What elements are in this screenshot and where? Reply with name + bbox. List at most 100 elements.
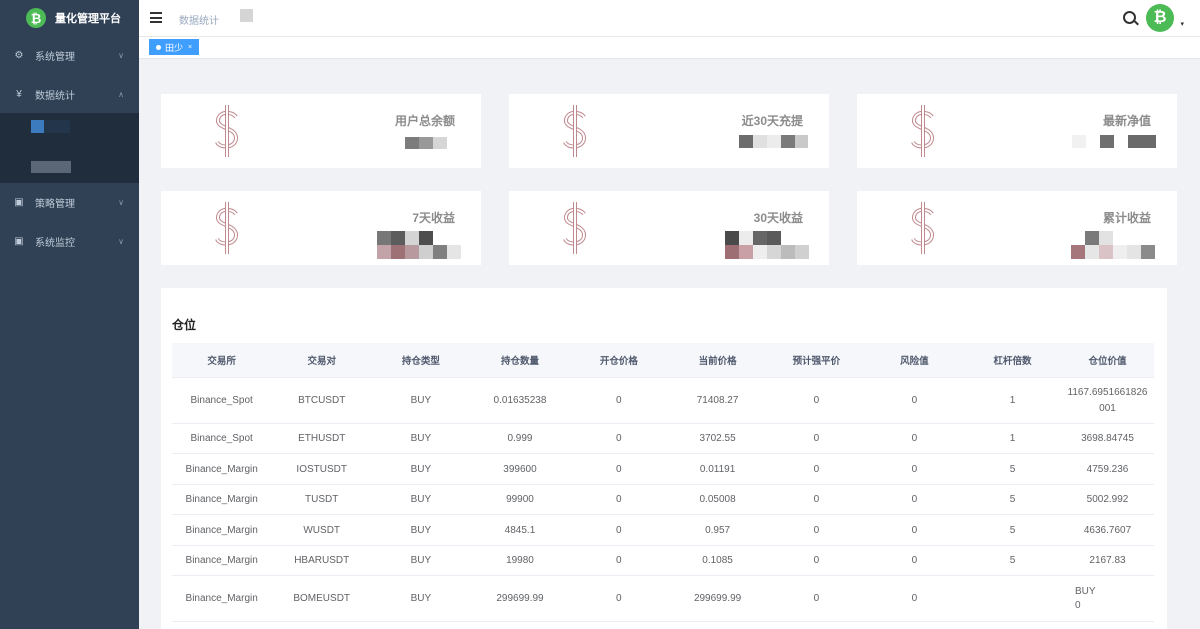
table-row[interactable]: Binance_Spot ETHUSDT BUY 0.999 0 3702.55… [172, 423, 1154, 454]
table-cell: 99900 [469, 484, 571, 515]
redacted-value [1085, 231, 1099, 245]
redacted-value [1141, 245, 1155, 259]
table-cell: IOSTUSDT [271, 453, 373, 485]
positions-panel: 仓位 交易所 交易对 持仓类型 持仓数量 开仓价格 当前价格 预计强平价 风险值… [161, 288, 1167, 629]
sidebar-item-stats[interactable]: ¥ 数据统计 ∧ [0, 75, 139, 113]
table-cell: 0 [570, 575, 668, 622]
column-header[interactable]: 开仓价格 [570, 343, 668, 378]
table-row[interactable]: Binance_Margin HBARUSDT BUY 19980 0 0.10… [172, 545, 1154, 576]
submenu-item-redacted[interactable] [31, 161, 71, 173]
yen-icon: ¥ [16, 88, 22, 100]
stat-card: 累计收益 [857, 191, 1177, 265]
card-label: 用户总余额 [394, 114, 455, 128]
redacted-value [1085, 245, 1099, 259]
table-header-row: 交易所 交易对 持仓类型 持仓数量 开仓价格 当前价格 预计强平价 风险值 杠杆… [172, 343, 1154, 378]
stat-card: 用户总余额 [161, 94, 481, 168]
chevron-up-icon: ∧ [118, 89, 124, 99]
table-cell: 0 [767, 575, 865, 622]
gear-icon: ⚙ [14, 49, 24, 61]
dot-icon [156, 44, 161, 50]
sidebar-item-system[interactable]: ⚙ 系统管理 ∨ [0, 36, 139, 74]
table-cell: 0 [767, 377, 865, 424]
column-header[interactable]: 交易对 [271, 343, 373, 378]
breadcrumb-redacted [240, 9, 253, 22]
table-cell: 0 [864, 453, 964, 485]
sidebar-item-monitor[interactable]: ▣ 系统监控 ∨ [0, 222, 139, 260]
table-cell: 1167.6951661826001 [1061, 377, 1154, 424]
column-header[interactable]: 交易所 [172, 343, 272, 378]
table-row[interactable]: Binance_Margin WUSDT BUY 4845.1 0 0.957 … [172, 514, 1154, 546]
table-cell: BTCUSDT [271, 377, 373, 424]
redacted-value [781, 245, 795, 259]
column-header[interactable]: 风险值 [864, 343, 964, 378]
redacted-value [405, 245, 419, 259]
redacted-value [391, 245, 405, 259]
table-cell: 5002.992 [1061, 484, 1154, 515]
table-cell: 4759.236 [1061, 453, 1154, 485]
search-icon[interactable] [1123, 11, 1136, 24]
table-cell: 0 [570, 484, 668, 515]
table-cell: 3702.55 [667, 423, 768, 454]
redacted-value [419, 245, 433, 259]
table-cell: 0.01635238 [469, 377, 571, 424]
panel-title: 仓位 [172, 318, 197, 332]
column-header[interactable]: 持仓数量 [469, 343, 571, 378]
column-header[interactable]: 当前价格 [667, 343, 768, 378]
table-row[interactable]: Binance_Margin BOMEUSDT BUY 299699.99 0 … [172, 575, 1154, 622]
table-row[interactable]: Binance_Spot BTCUSDT BUY 0.01635238 0 71… [172, 377, 1154, 424]
dollar-icon [563, 202, 587, 254]
column-header[interactable]: 预计强平价 [767, 343, 865, 378]
table-cell: 0.957 [667, 514, 768, 546]
tag-label: 田少 [165, 42, 184, 53]
app-title: 量化管理平台 [55, 13, 121, 25]
table-cell: 5 [963, 545, 1062, 576]
table-cell: 0 [864, 514, 964, 546]
stat-card: 最新净值 [857, 94, 1177, 168]
table-row[interactable]: Binance_Margin IOSTUSDT BUY 399600 0 0.0… [172, 453, 1154, 485]
redacted-value [753, 135, 767, 148]
tag-active[interactable]: 田少 × [149, 39, 200, 55]
table-cell: 71408.27 [667, 377, 768, 424]
table-cell: BUY [372, 484, 470, 515]
stat-card: 近30天充提 [509, 94, 829, 168]
caret-down-icon[interactable]: ▾ [1180, 21, 1184, 28]
table-cell: BUY [372, 514, 470, 546]
table-cell: Binance_Spot [172, 423, 272, 454]
table-cell: 0 [864, 423, 964, 454]
column-header[interactable]: 杠杆倍数 [963, 343, 1062, 378]
close-icon[interactable]: × [188, 43, 193, 51]
table-cell: 0 [570, 377, 668, 424]
table-cell: BUY 0 [1061, 575, 1154, 622]
submenu-item-redacted[interactable] [31, 120, 44, 133]
sidebar-item-label: 数据统计 [35, 90, 75, 102]
hamburger-icon[interactable] [150, 12, 162, 23]
table-cell: ETHUSDT [271, 423, 373, 454]
redacted-value [377, 245, 391, 259]
sidebar-item-label: 系统管理 [35, 51, 75, 63]
table-cell: Binance_Margin [172, 514, 272, 546]
chevron-down-icon: ∨ [118, 197, 124, 207]
avatar[interactable]: ₿ [1146, 4, 1174, 32]
redacted-value [433, 245, 447, 259]
table-cell: 0.1085 [667, 545, 768, 576]
table-cell: 1 [963, 377, 1062, 424]
table-cell: 0 [767, 453, 865, 485]
breadcrumb[interactable]: 数据统计 [179, 16, 219, 27]
table-cell: 0 [570, 453, 668, 485]
sidebar-item-label: 系统监控 [35, 237, 75, 249]
redacted-value [1071, 245, 1085, 259]
chevron-down-icon: ∨ [118, 50, 124, 60]
column-header[interactable]: 持仓类型 [372, 343, 470, 378]
table-cell [963, 575, 1062, 622]
dollar-icon [911, 105, 935, 157]
table-row[interactable]: Binance_Margin TUSDT BUY 99900 0 0.05008… [172, 484, 1154, 515]
sidebar-item-strategy[interactable]: ▣ 策略管理 ∨ [0, 183, 139, 221]
card-label: 最新净值 [1102, 114, 1151, 128]
logo[interactable]: ₿ 量化管理平台 [0, 0, 139, 36]
column-header[interactable]: 仓位价值 [1061, 343, 1154, 378]
stat-card: 7天收益 [161, 191, 481, 265]
card-label: 7天收益 [412, 211, 455, 225]
redacted-value [447, 245, 461, 259]
redacted-value [433, 137, 447, 149]
redacted-value [795, 245, 809, 259]
